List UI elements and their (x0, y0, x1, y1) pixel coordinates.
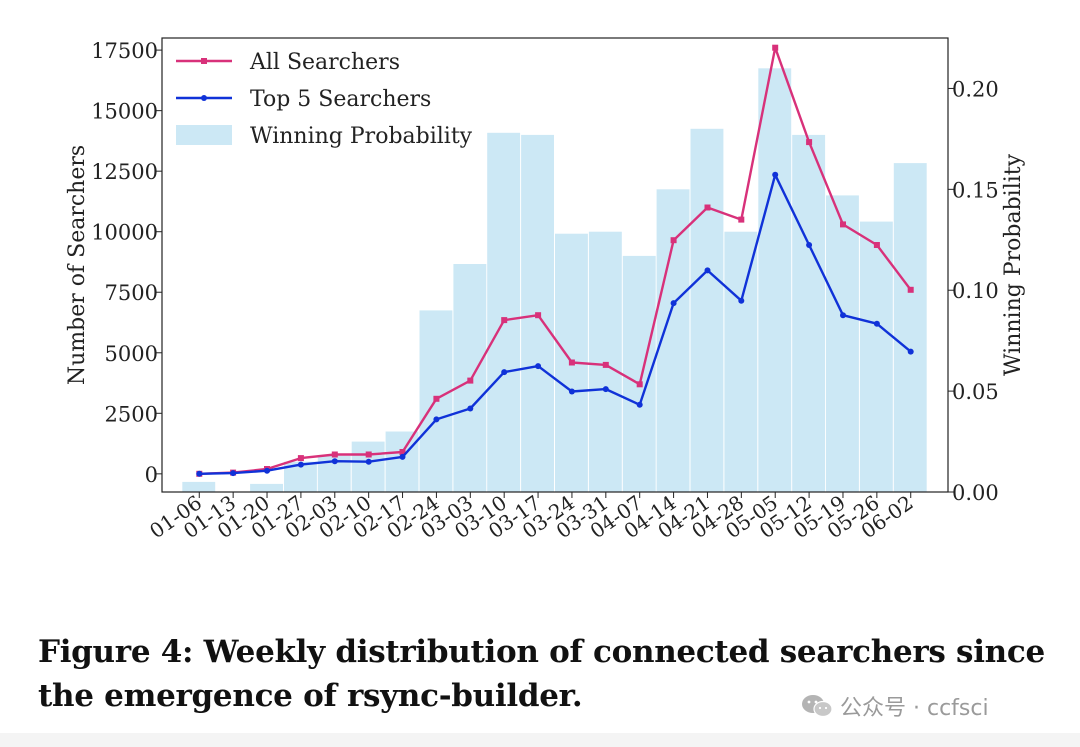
point-top5-searchers-02-17 (399, 453, 406, 460)
bottom-band (0, 733, 1080, 747)
legend-item-all-searchers: All Searchers (176, 50, 400, 75)
point-all-searchers-04-07 (636, 381, 643, 388)
left-tick-label: 17500 (91, 39, 158, 63)
plot-frame (161, 37, 949, 493)
left-tick-label: 5000 (105, 342, 158, 366)
bar-03-10 (487, 132, 521, 493)
left-tick-label: 2500 (105, 402, 158, 426)
bar-01-20 (250, 483, 283, 492)
left-axis-label: Number of Searchers (65, 145, 90, 385)
line-all-searchers (199, 46, 912, 475)
point-top5-searchers-05-05 (772, 171, 779, 178)
point-top5-searchers-01-20 (264, 467, 270, 474)
point-top5-searchers-03-24 (568, 388, 575, 395)
left-tick-label: 10000 (91, 221, 158, 245)
point-all-searchers-02-24 (433, 395, 440, 402)
bar-05-19 (826, 195, 859, 492)
right-axis-label: Winning Probability (1001, 153, 1026, 376)
legend-label-top5-searchers: Top 5 Searchers (250, 87, 431, 112)
point-top5-searchers-06-02 (907, 348, 914, 355)
point-all-searchers-02-17 (399, 449, 406, 455)
point-all-searchers-05-19 (840, 221, 846, 228)
right-tick-label: 0.15 (952, 178, 999, 202)
left-tick-label: 15000 (91, 100, 158, 124)
point-all-searchers-03-17 (535, 312, 542, 319)
point-all-searchers-05-26 (873, 242, 880, 248)
point-top5-searchers-01-27 (297, 461, 304, 468)
point-all-searchers-02-10 (365, 451, 372, 458)
point-top5-searchers-01-06 (196, 470, 203, 477)
point-top5-searchers-02-03 (331, 458, 338, 465)
point-all-searchers-03-03 (467, 377, 474, 384)
left-tick-label: 0 (145, 463, 158, 487)
point-top5-searchers-05-12 (806, 242, 813, 248)
left-tick-label: 12500 (91, 160, 158, 184)
right-tick-label: 0.10 (952, 279, 999, 303)
point-top5-searchers-04-21 (704, 267, 711, 274)
right-tick-label: 0.00 (952, 481, 999, 505)
right-axis-ticks: 0.00 0.05 0.10 0.15 0.20 (948, 77, 999, 505)
point-top5-searchers-04-14 (670, 300, 677, 307)
point-all-searchers-05-05 (772, 44, 779, 51)
point-top5-searchers-05-26 (873, 320, 880, 327)
caption-line-2: the emergence of rsync-builder. (38, 678, 583, 714)
point-all-searchers-05-12 (806, 139, 813, 146)
legend: All Searchers Top 5 Searchers Winning Pr… (176, 50, 473, 149)
point-top5-searchers-04-07 (636, 401, 643, 408)
bar-05-05 (758, 68, 792, 493)
bar-01-06 (182, 481, 216, 492)
bar-05-12 (792, 134, 826, 492)
caption-line-1: Figure 4: Weekly distribution of connect… (38, 634, 1045, 670)
point-all-searchers-03-31 (602, 361, 609, 368)
x-axis-ticks: 01-0601-1301-2001-2702-0302-1002-1702-24… (145, 490, 917, 543)
point-top5-searchers-03-10 (501, 369, 508, 376)
point-all-searchers-03-24 (568, 359, 575, 366)
line-top5-searchers (199, 173, 912, 475)
legend-label-all-searchers: All Searchers (249, 50, 400, 75)
bar-02-10 (351, 441, 385, 492)
watermark-text: 公众号 · ccfsci (840, 696, 989, 721)
bars-layer (182, 68, 927, 493)
point-top5-searchers-02-24 (433, 416, 440, 423)
point-top5-searchers-02-10 (365, 458, 372, 465)
left-tick-label: 7500 (105, 281, 158, 305)
point-all-searchers-06-02 (907, 286, 914, 293)
figure-caption: Figure 4: Weekly distribution of connect… (38, 630, 1058, 718)
legend-item-top5-searchers: Top 5 Searchers (176, 87, 431, 112)
point-all-searchers-01-27 (297, 455, 304, 462)
left-axis-ticks: 0 2500 5000 7500 10000 12500 15000 17500 (91, 39, 162, 487)
legend-item-winning-probability: Winning Probability (176, 124, 473, 149)
point-all-searchers-03-10 (501, 317, 508, 324)
point-top5-searchers-03-31 (602, 386, 609, 393)
point-top5-searchers-03-17 (535, 363, 542, 370)
bar-02-17 (385, 431, 419, 492)
bar-05-26 (859, 221, 893, 492)
bar-04-28 (724, 231, 758, 492)
point-all-searchers-04-21 (704, 204, 711, 211)
point-top5-searchers-05-19 (840, 312, 846, 319)
point-all-searchers-02-03 (331, 451, 338, 458)
watermark: 公众号 · ccfsci (800, 690, 989, 722)
right-tick-label: 0.20 (952, 77, 999, 101)
point-top5-searchers-01-13 (230, 470, 237, 477)
bar-03-31 (588, 231, 622, 492)
point-all-searchers-04-28 (738, 216, 745, 223)
point-top5-searchers-03-03 (467, 405, 474, 412)
right-tick-label: 0.05 (952, 380, 999, 404)
wechat-icon (802, 695, 833, 718)
lines-layer (196, 44, 914, 477)
point-top5-searchers-04-28 (738, 297, 745, 304)
bar-06-02 (893, 163, 927, 492)
legend-label-winning-probability: Winning Probability (250, 124, 473, 149)
point-all-searchers-04-14 (670, 237, 677, 244)
bar-04-21 (690, 128, 724, 493)
